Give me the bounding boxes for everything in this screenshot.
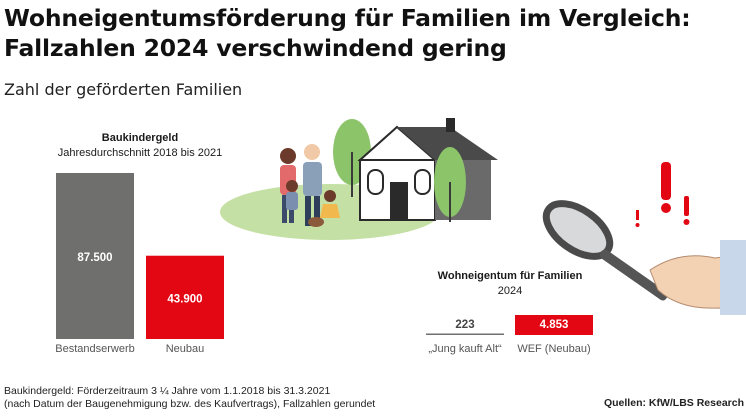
source-note: Quellen: KfW/LBS Research bbox=[603, 397, 744, 409]
chart1-heading: Baukindergeld Jahresdurchschnitt 2018 bi… bbox=[40, 131, 240, 161]
value-label-1-2: 43.900 bbox=[167, 293, 202, 305]
chart1-subtitle: Jahresdurchschnitt 2018 bis 2021 bbox=[57, 147, 223, 159]
footnote-line-2: (nach Datum der Baugenehmigung bzw. des … bbox=[4, 398, 376, 410]
category-label-1-2: Neubau bbox=[166, 343, 205, 355]
chart2-title: Wohneigentum für Familien bbox=[437, 270, 583, 282]
chart2-heading: Wohneigentum für Familien 2024 bbox=[400, 269, 620, 299]
page-title: Wohneigentumsförderung für Familien im V… bbox=[4, 3, 744, 63]
family-house-illustration bbox=[220, 118, 498, 240]
category-label-2-1: „Jung kauft Alt“ bbox=[428, 343, 502, 355]
magnifier-illustration bbox=[542, 162, 746, 315]
value-label-2-2: 4.853 bbox=[540, 319, 569, 331]
title-line-2: Fallzahlen 2024 verschwindend gering bbox=[4, 34, 507, 62]
footnote: Baukindergeld: Förderzeitraum 3 ¼ Jahre … bbox=[4, 385, 375, 411]
chart1-title: Baukindergeld bbox=[101, 132, 179, 144]
chart-subtitle: Zahl der geförderten Familien bbox=[4, 80, 243, 99]
value-label-1-1: 87.500 bbox=[77, 252, 112, 264]
bar-2-1 bbox=[426, 333, 504, 335]
value-label-2-1: 223 bbox=[455, 319, 474, 331]
footnote-line-1: Baukindergeld: Förderzeitraum 3 ¼ Jahre … bbox=[4, 385, 331, 397]
category-label-1-1: Bestandserwerb bbox=[55, 343, 135, 355]
exclamation-icon bbox=[635, 162, 690, 227]
bar-1-2 bbox=[146, 255, 224, 339]
title-line-1: Wohneigentumsförderung für Familien im V… bbox=[4, 4, 691, 32]
chart2-subtitle: 2024 bbox=[497, 285, 523, 297]
category-label-2-2: WEF (Neubau) bbox=[517, 343, 590, 355]
bar-2-2-label-box bbox=[515, 315, 593, 335]
bar-1-1 bbox=[56, 173, 134, 339]
